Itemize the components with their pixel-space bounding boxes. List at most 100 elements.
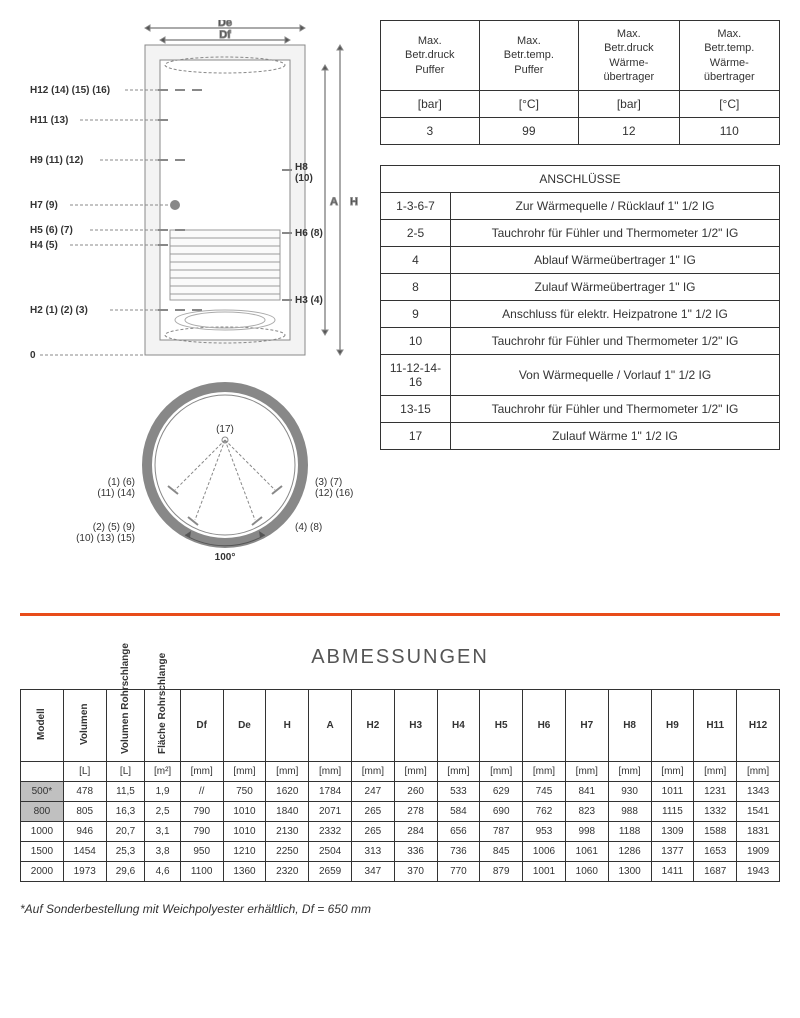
dim-cell: 2659 xyxy=(309,862,352,882)
connection-row: 4Ablauf Wärmeübertrager 1" IG xyxy=(381,247,780,274)
dim-cell: 533 xyxy=(437,782,480,802)
dim-cell: 745 xyxy=(523,782,566,802)
svg-text:0: 0 xyxy=(30,350,36,361)
svg-text:H9 (11) (12): H9 (11) (12) xyxy=(30,155,83,166)
svg-text:H8(10): H8(10) xyxy=(295,162,313,184)
dim-unit: [mm] xyxy=(608,762,651,782)
specs-value: 99 xyxy=(479,118,579,145)
dim-cell: 2071 xyxy=(309,802,352,822)
dim-cell: 1588 xyxy=(694,822,737,842)
specs-header: Max.Betr.druckWärme-übertrager xyxy=(579,21,679,91)
dim-cell: 1000 xyxy=(21,822,64,842)
dim-cell: 3,8 xyxy=(145,842,180,862)
dim-row: 1500145425,33,89501210225025043133367368… xyxy=(21,842,780,862)
dim-cell: 762 xyxy=(523,802,566,822)
connection-row: 13-15Tauchrohr für Fühler und Thermomete… xyxy=(381,396,780,423)
dim-header: H9 xyxy=(651,690,694,762)
connection-desc: Tauchrohr für Fühler und Thermometer 1/2… xyxy=(451,396,780,423)
svg-text:H11 (13): H11 (13) xyxy=(30,115,68,126)
dim-cell: 2504 xyxy=(309,842,352,862)
dim-unit: [mm] xyxy=(352,762,395,782)
dim-header: Modell xyxy=(21,690,64,762)
dim-unit: [L] xyxy=(106,762,145,782)
dim-header: H2 xyxy=(352,690,395,762)
dim-cell: 787 xyxy=(480,822,523,842)
dim-cell: 953 xyxy=(523,822,566,842)
svg-text:(17): (17) xyxy=(216,424,234,435)
connection-desc: Zur Wärmequelle / Rücklauf 1" 1/2 IG xyxy=(451,193,780,220)
dim-cell: 946 xyxy=(63,822,106,842)
dim-cell: 841 xyxy=(565,782,608,802)
svg-text:H: H xyxy=(350,196,358,208)
connection-desc: Ablauf Wärmeübertrager 1" IG xyxy=(451,247,780,274)
dim-cell: 823 xyxy=(565,802,608,822)
dim-unit: [mm] xyxy=(694,762,737,782)
dim-cell: 265 xyxy=(352,822,395,842)
dim-cell: 2332 xyxy=(309,822,352,842)
dim-cell: 1343 xyxy=(737,782,780,802)
specs-value: 12 xyxy=(579,118,679,145)
dim-cell: 3,1 xyxy=(145,822,180,842)
dim-cell: 1231 xyxy=(694,782,737,802)
dim-header: H8 xyxy=(608,690,651,762)
dim-header: H11 xyxy=(694,690,737,762)
connection-key: 2-5 xyxy=(381,220,451,247)
dim-cell: 1309 xyxy=(651,822,694,842)
dimensions-table: ModellVolumenVolumen RohrschlangeFläche … xyxy=(20,689,780,882)
dim-cell: 247 xyxy=(352,782,395,802)
dim-cell: 1360 xyxy=(223,862,266,882)
specs-header: Max.Betr.druckPuffer xyxy=(381,21,480,91)
dim-cell: 1061 xyxy=(565,842,608,862)
dim-row: 2000197329,64,61100136023202659347370770… xyxy=(21,862,780,882)
dim-cell: 260 xyxy=(394,782,437,802)
connection-desc: Tauchrohr für Fühler und Thermometer 1/2… xyxy=(451,328,780,355)
dim-unit: [mm] xyxy=(565,762,608,782)
dim-cell: 2000 xyxy=(21,862,64,882)
dim-cell: 2250 xyxy=(266,842,309,862)
dim-cell: 500* xyxy=(21,782,64,802)
dim-cell: 1210 xyxy=(223,842,266,862)
specs-unit: [bar] xyxy=(381,91,480,118)
diagram-column: De Df (17) xyxy=(20,20,360,583)
dim-cell: 11,5 xyxy=(106,782,145,802)
dim-row: 500*47811,51,9//750162017842472605336297… xyxy=(21,782,780,802)
dim-cell: 1541 xyxy=(737,802,780,822)
dim-cell: 845 xyxy=(480,842,523,862)
dim-unit: [mm] xyxy=(480,762,523,782)
dim-cell: 1840 xyxy=(266,802,309,822)
dim-cell: 1060 xyxy=(565,862,608,882)
dim-cell: 1006 xyxy=(523,842,566,862)
dim-header: H12 xyxy=(737,690,780,762)
dim-header: Volumen Rohrschlange xyxy=(106,690,145,762)
dim-cell: 265 xyxy=(352,802,395,822)
top-section: De Df (17) xyxy=(20,20,780,583)
dim-cell: 1620 xyxy=(266,782,309,802)
dim-cell: 656 xyxy=(437,822,480,842)
specs-value: 3 xyxy=(381,118,480,145)
dim-header: H5 xyxy=(480,690,523,762)
svg-text:H12 (14) (15) (16): H12 (14) (15) (16) xyxy=(30,85,110,96)
connection-key: 13-15 xyxy=(381,396,451,423)
specs-header: Max.Betr.temp.Puffer xyxy=(479,21,579,91)
dim-header: Fläche Rohrschlange xyxy=(145,690,180,762)
dim-cell: 750 xyxy=(223,782,266,802)
dim-cell: 1100 xyxy=(180,862,223,882)
dim-cell: 4,6 xyxy=(145,862,180,882)
svg-text:(1) (6)(11) (14): (1) (6)(11) (14) xyxy=(97,477,135,499)
dim-cell: 690 xyxy=(480,802,523,822)
specs-header: Max.Betr.temp.Wärme-übertrager xyxy=(679,21,779,91)
dim-cell: 879 xyxy=(480,862,523,882)
dim-header: De xyxy=(223,690,266,762)
svg-text:H2 (1) (2) (3): H2 (1) (2) (3) xyxy=(30,305,88,316)
dim-cell: 790 xyxy=(180,822,223,842)
dim-cell: 736 xyxy=(437,842,480,862)
dim-cell: 1653 xyxy=(694,842,737,862)
connection-row: 1-3-6-7Zur Wärmequelle / Rücklauf 1" 1/2… xyxy=(381,193,780,220)
dim-cell: 1188 xyxy=(608,822,651,842)
dim-header: H xyxy=(266,690,309,762)
specs-value: 110 xyxy=(679,118,779,145)
svg-text:De: De xyxy=(218,20,232,29)
dim-cell: 370 xyxy=(394,862,437,882)
dim-cell: 1332 xyxy=(694,802,737,822)
svg-text:H4 (5): H4 (5) xyxy=(30,240,58,251)
